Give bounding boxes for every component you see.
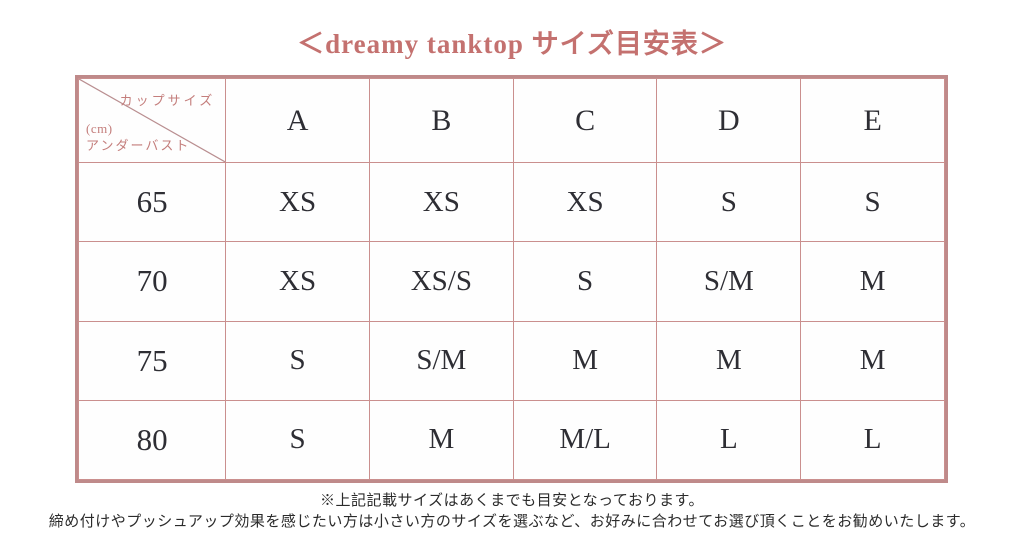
diagonal-divider-line: [79, 79, 225, 162]
size-cell: S: [225, 320, 370, 401]
footnotes: ※上記記載サイズはあくまでも目安となっております。 締め付けやプッシュアップ効果…: [0, 491, 1024, 534]
size-cell: XS: [368, 161, 514, 243]
page-title: ＜dreamy tanktop サイズ目安表＞: [297, 29, 727, 59]
size-cell: M: [656, 320, 802, 401]
column-header-a: A: [225, 78, 370, 163]
footnote-line-1: ※上記記載サイズはあくまでも目安となっております。: [320, 493, 704, 509]
size-cell: S: [512, 241, 658, 322]
row-header-underbust: 65: [77, 161, 227, 243]
size-cell: M: [800, 320, 945, 401]
size-cell: S/M: [656, 241, 802, 322]
underbust-axis-label: (cm) アンダーバスト: [86, 120, 190, 155]
size-cell: S: [800, 161, 945, 243]
underbust-label-text: アンダーバスト: [86, 138, 191, 154]
row-header-underbust: 75: [77, 320, 227, 401]
size-cell: L: [800, 399, 945, 481]
cup-size-axis-label: カップサイズ: [119, 93, 216, 108]
column-header-b: B: [368, 78, 514, 163]
size-cell: S/M: [368, 320, 514, 401]
size-cell: XS/S: [368, 241, 514, 322]
footnote-line-2: 締め付けやプッシュアップ効果を感じたい方は小さい方のサイズを選ぶなど、お好みに合…: [48, 514, 976, 531]
column-header-c: C: [512, 78, 658, 163]
column-header-e: E: [800, 78, 945, 163]
size-cell: M: [368, 399, 514, 481]
size-cell: L: [656, 399, 802, 481]
size-cell: M/L: [512, 399, 658, 481]
unit-label: (cm): [86, 120, 113, 136]
table-row: 65 XS XS XS S S: [77, 161, 945, 243]
corner-cell: カップサイズ (cm) アンダーバスト: [77, 78, 227, 163]
table-row: 80 S M M/L L L: [77, 399, 945, 481]
size-table-body: 65 XS XS XS S S 70 XS XS/S S S/M M 75 S S/M M M M 80 S M M/L L…: [77, 161, 945, 481]
table-row: 70 XS XS/S S S/M M: [77, 241, 945, 322]
size-cell: S: [225, 399, 370, 481]
row-header-underbust: 80: [77, 399, 227, 481]
table-row: 75 S S/M M M M: [77, 320, 945, 401]
row-header-underbust: 70: [77, 241, 227, 322]
size-cell: XS: [512, 161, 658, 243]
size-cell: XS: [225, 161, 370, 243]
size-cell: S: [656, 161, 802, 243]
size-cell: XS: [225, 241, 370, 322]
column-header-d: D: [656, 78, 802, 163]
size-cell: M: [512, 320, 658, 401]
size-cell: M: [800, 241, 945, 322]
